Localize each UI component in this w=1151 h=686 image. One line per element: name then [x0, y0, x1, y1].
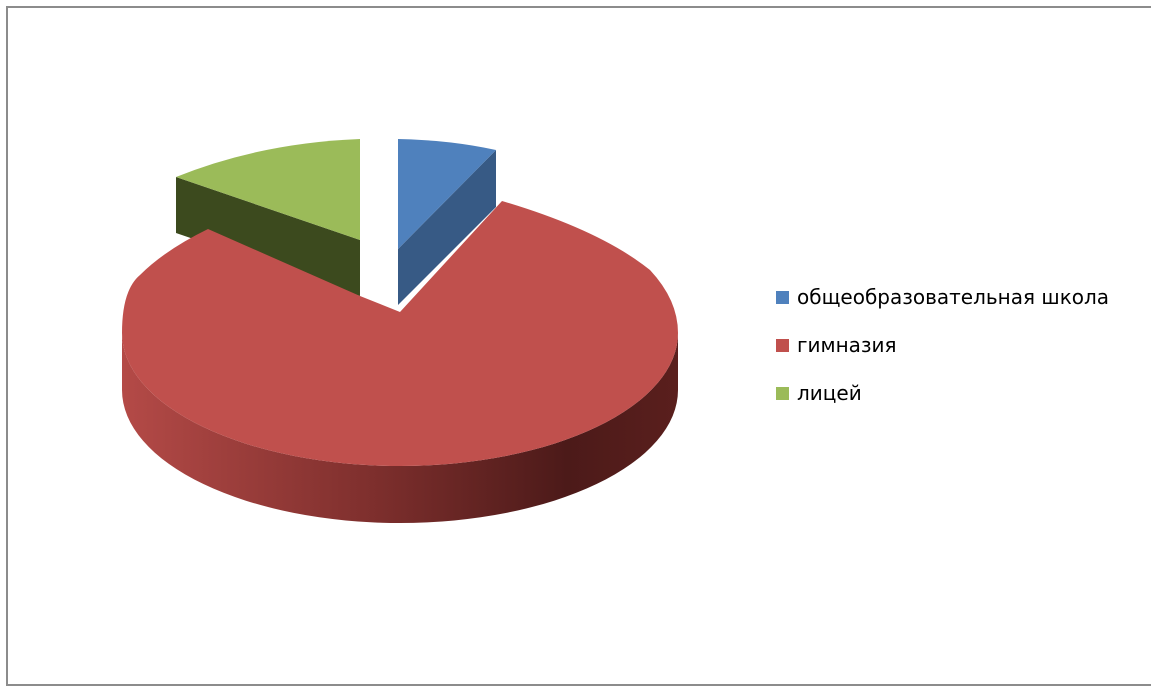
legend-item: гимназия	[776, 333, 1146, 357]
legend-label: общеобразовательная школа	[797, 285, 1110, 309]
legend-swatch	[776, 386, 789, 400]
pie-slice-side	[122, 333, 678, 523]
pie-slice-school	[398, 139, 496, 249]
legend-label: лицей	[797, 381, 862, 405]
pie-slice-lyceum	[176, 139, 360, 240]
pie-slice-side	[176, 177, 360, 296]
legend-swatch	[776, 290, 789, 304]
legend: общеобразовательная школа гимназия лицей	[776, 285, 1146, 429]
legend-item: лицей	[776, 381, 1146, 405]
pie-slice-gymnasium	[122, 201, 678, 466]
legend-swatch	[776, 338, 789, 352]
pie-slice-side	[398, 150, 496, 305]
legend-label: гимназия	[797, 333, 897, 357]
legend-item: общеобразовательная школа	[776, 285, 1146, 309]
